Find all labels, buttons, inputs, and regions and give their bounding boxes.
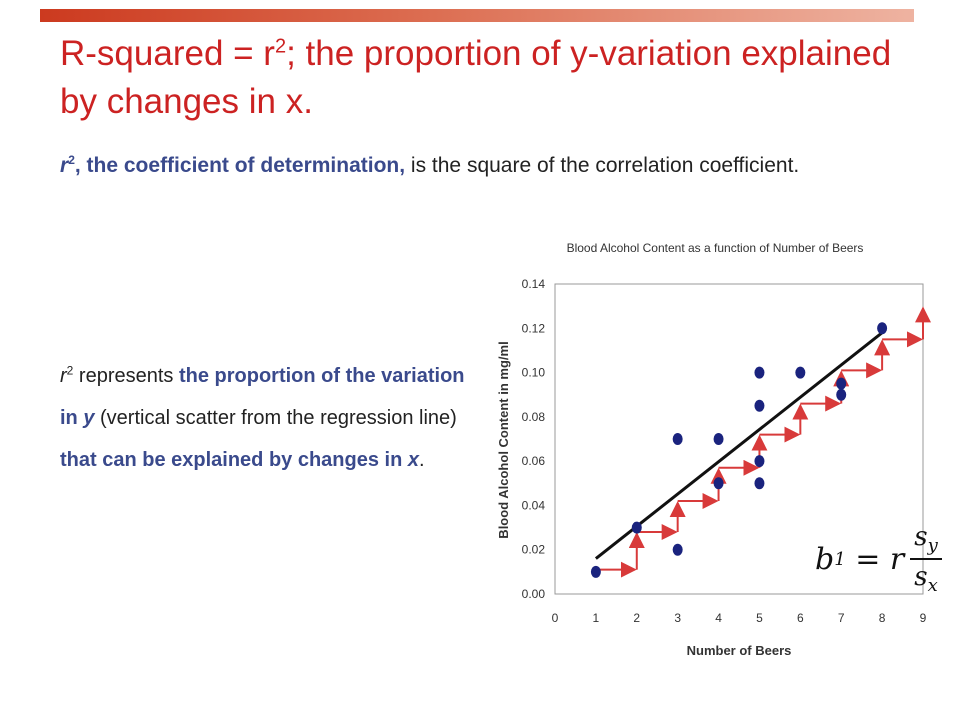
y-tick-label: 0.02 [522,543,546,557]
definition-paragraph: r2, the coefficient of determination, is… [60,153,800,177]
x-tick-label: 3 [674,611,681,625]
data-point [672,433,683,445]
y-tick-label: 0.00 [522,587,546,601]
y-tick-label: 0.12 [522,321,546,335]
y-tick-label: 0.06 [522,454,546,468]
data-point [590,565,601,578]
data-point [836,388,847,401]
data-point [754,455,765,468]
data-point [631,521,642,534]
y-tick-label: 0.08 [522,410,546,424]
chart-title: Blood Alcohol Content as a function of N… [567,241,864,255]
x-tick-label: 6 [797,611,804,625]
x-tick-label: 8 [879,611,886,625]
x-tick-label: 9 [920,611,927,625]
data-point [754,399,765,412]
x-tick-label: 2 [633,611,640,625]
x-tick-label: 1 [593,611,600,625]
y-axis-label: Blood Alcohol Content in mg/ml [496,341,511,538]
x-tick-label: 7 [838,611,845,625]
x-tick-label: 4 [715,611,722,625]
data-point [795,366,806,379]
y-tick-label: 0.14 [522,277,546,291]
data-point [754,366,765,379]
x-tick-label: 0 [552,611,559,625]
bac-scatter-chart: Blood Alcohol Content as a function of N… [496,241,931,658]
x-tick-label: 5 [756,611,763,625]
y-tick-label: 0.04 [522,498,546,512]
plot-area-frame [554,283,924,595]
data-point [672,543,683,556]
regression-line [594,331,884,560]
slide-title: R-squared = r2; the proportion of y-vari… [60,34,892,121]
explanation-paragraph: r2 represents the proportion of the vari… [60,363,465,471]
data-point [713,433,724,445]
title-accent-bar [40,9,914,22]
data-point [754,477,765,490]
data-point [836,377,847,390]
data-point [713,477,724,490]
data-point [877,322,888,335]
x-axis-label: Number of Beers [687,643,792,658]
y-tick-label: 0.10 [522,366,546,380]
